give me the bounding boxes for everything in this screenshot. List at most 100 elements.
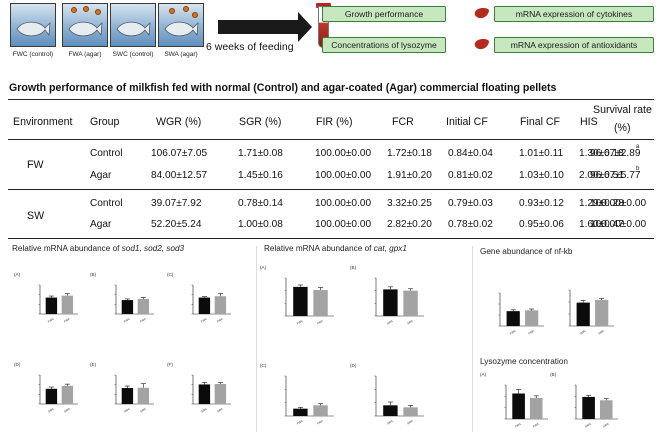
cell-icf: 0.79±0.03 <box>448 198 493 209</box>
milkfish-icon <box>16 21 51 37</box>
x-tick-label: FWA <box>63 317 71 324</box>
x-tick-label: SWA <box>139 407 147 414</box>
cell-fir: 100.00±0.00 <box>315 219 372 230</box>
x-tick-label: SWA <box>602 422 610 429</box>
panel-divider <box>472 246 473 432</box>
x-tick-label: SWA <box>406 319 414 326</box>
table-rule-mid <box>8 189 654 190</box>
x-tick-label: FWC <box>514 422 522 429</box>
x-tick-label: SWA <box>216 407 224 414</box>
chart-sod-0: (A) FWC FWA <box>14 272 78 324</box>
tank-fwa <box>62 3 108 47</box>
cell-sr: 96.67±2.89 <box>590 148 641 159</box>
cell-group: Agar <box>90 170 112 181</box>
cell-sr: 96.67±5.77 <box>590 170 641 181</box>
bar-swa <box>61 385 74 404</box>
title-prefix: Relative mRNA abundance of <box>12 244 122 253</box>
cell-fcr: 2.82±0.20 <box>387 219 432 230</box>
cell-icf: 0.84±0.04 <box>448 148 493 159</box>
x-tick-label: FWA <box>527 329 535 336</box>
bar-swa <box>137 387 150 404</box>
tank-label: FWC (control) <box>12 51 54 58</box>
x-tick-label: FWC <box>200 317 208 324</box>
liver-icon <box>474 7 489 19</box>
header-fcr: FCR <box>392 116 414 128</box>
cat-panel-title: Relative mRNA abundance of cat, gpx1 <box>264 244 407 253</box>
cell-his: 2.00±0.51 <box>579 170 624 181</box>
pellet-icon <box>95 9 101 15</box>
pellet-icon <box>183 6 189 12</box>
bar-fwa <box>137 298 150 314</box>
cell-wgr: 39.07±7.92 <box>151 198 202 209</box>
cell-fcr: 1.91±0.20 <box>387 170 432 181</box>
pellet-icon <box>83 6 89 12</box>
x-tick-label: FWC <box>123 317 131 324</box>
x-tick-label: SWC <box>123 407 131 414</box>
bar-swc <box>45 388 58 404</box>
bar-fwa <box>529 397 543 419</box>
bar-swc <box>383 405 398 416</box>
cell-group: Agar <box>90 219 112 230</box>
feeding-duration: 6 weeks of feeding <box>206 41 294 53</box>
x-tick-label: FWA <box>139 317 147 324</box>
cell-wgr: 84.00±12.57 <box>151 170 208 181</box>
blood-tube-cap <box>316 3 331 8</box>
cell-sr: 100.00±0.00 <box>590 219 647 230</box>
panel-label: (A) <box>480 372 487 377</box>
header-group: Group <box>90 116 120 128</box>
cell-fcf: 1.01±0.11 <box>519 148 564 159</box>
pellet-icon <box>169 8 175 14</box>
cell-fir: 100.00±0.00 <box>315 198 372 209</box>
cell-sgr: 1.71±0.08 <box>238 148 283 159</box>
bar-fwa <box>313 405 328 416</box>
bar-fwc <box>198 297 211 314</box>
header-fir: FIR (%) <box>316 116 353 128</box>
bar-fwa <box>525 310 539 326</box>
bar-fwc <box>506 311 520 326</box>
x-tick-label: FWA <box>216 317 224 324</box>
panel-label: (C) <box>167 272 174 277</box>
tank-label: SWC (control) <box>112 51 154 58</box>
cell-sgr: 1.00±0.08 <box>238 219 283 230</box>
x-tick-label: FWC <box>296 319 304 326</box>
significance-superscript: b <box>636 166 640 172</box>
bar-swa <box>599 400 613 419</box>
cell-wgr: 52.20±5.24 <box>151 219 202 230</box>
chart-cat-6: (A) FWC FWA <box>260 265 334 326</box>
panel-label: (D) <box>14 362 21 367</box>
header-environment: Environment <box>13 116 73 128</box>
bar-fwa <box>313 290 328 316</box>
cell-fcr: 3.32±0.25 <box>387 198 432 209</box>
bar-swa <box>214 383 227 404</box>
header-survival: Survival rate <box>593 104 652 116</box>
env-sw: SW <box>27 210 45 222</box>
chart-cat-9: (D) SWC SWA <box>350 363 424 426</box>
cell-sgr: 1.45±0.16 <box>238 170 283 181</box>
cell-wgr: 106.07±7.05 <box>151 148 208 159</box>
header-survival-unit: (%) <box>614 122 631 134</box>
chart-sod-2: (C) FWC FWA <box>167 272 231 324</box>
pellet-icon <box>192 12 198 18</box>
bar-swc <box>582 396 595 419</box>
bar-fwc <box>293 408 308 416</box>
bar-swa <box>403 290 418 316</box>
outcome-lysozyme: Concentrations of lysozyme <box>322 37 446 53</box>
cell-his: 1.30±0.18 <box>579 148 624 159</box>
cell-fcf: 0.95±0.06 <box>519 219 564 230</box>
tank-swc <box>110 3 156 47</box>
panel-label: (F) <box>167 362 173 367</box>
nfkb-panel-title: Gene abundance of nf-kb <box>480 247 573 256</box>
cell-fcf: 1.03±0.10 <box>519 170 564 181</box>
x-tick-label: SWA <box>597 329 605 336</box>
x-tick-label: FWC <box>47 317 55 324</box>
cell-group: Control <box>90 148 123 159</box>
bar-fwa <box>214 296 227 314</box>
table-rule-top <box>8 99 654 100</box>
outcome-cytokines: mRNA expression of cytokines <box>494 6 654 22</box>
milkfish-icon <box>68 21 103 37</box>
milkfish-icon <box>116 21 151 37</box>
x-tick-label: FWA <box>316 419 324 426</box>
cell-his: 1.60±0.47 <box>579 219 624 230</box>
bar-swa <box>403 407 418 416</box>
